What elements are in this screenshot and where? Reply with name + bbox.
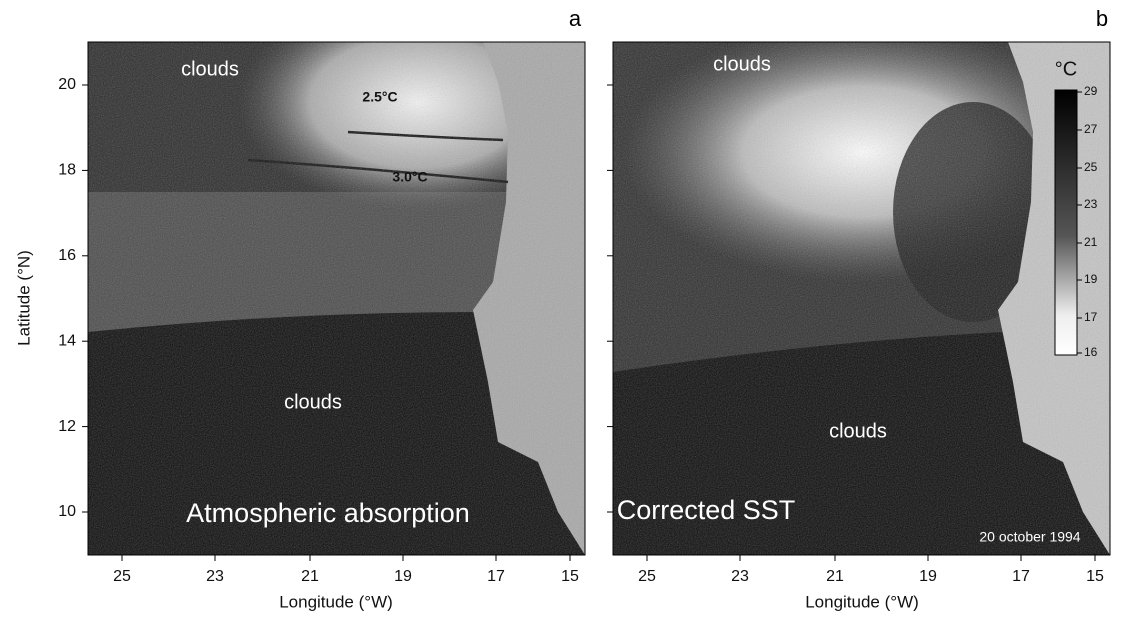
x-tick-label: 15 [561,568,579,585]
x-tick-label: 23 [731,568,749,585]
colorbar [1055,90,1077,355]
panel-letter: a [569,6,582,31]
y-tick-label: 18 [58,162,76,179]
y-tick-label: 16 [58,247,76,264]
x-tick-label: 15 [1086,568,1104,585]
y-tick-label: 12 [58,418,76,435]
x-tick-label: 23 [206,568,224,585]
y-tick-label: 20 [58,76,76,93]
x-tick-label: 19 [394,568,412,585]
x-tick-label: 19 [919,568,937,585]
annotation: clouds [284,391,342,413]
annotation: clouds [713,53,771,75]
colorbar-tick-label: 29 [1084,84,1098,98]
x-axis-label: Longitude (°W) [805,592,919,611]
x-axis-label: Longitude (°W) [279,592,393,611]
contour-label: 2.5°C [362,89,397,105]
colorbar-tick-label: 27 [1084,122,1098,136]
figure: a clouds clouds 2.5°C 3.0°C Atmospheric … [0,0,1130,617]
colorbar-tick-label: 17 [1084,310,1098,324]
panel-image [613,22,1110,555]
annotation: clouds [829,420,887,442]
colorbar-tick-label: 21 [1084,235,1098,249]
panel-image [88,0,598,555]
x-tick-label: 25 [113,568,131,585]
contour-label: 3.0°C [392,169,427,185]
panel-letter: b [1096,6,1108,31]
annotation: clouds [181,58,239,80]
x-tick-label: 17 [1012,568,1030,585]
colorbar-tick-label: 16 [1084,345,1098,359]
date-label: 20 october 1994 [979,529,1080,545]
panel-label: Atmospheric absorption [186,498,470,528]
y-axis-label: Latitude (°N) [14,250,33,346]
x-tick-label: 25 [638,568,656,585]
x-tick-label: 21 [826,568,844,585]
panel-label: Corrected SST [617,495,796,525]
colorbar-tick-label: 23 [1084,197,1098,211]
colorbar-tick-label: 19 [1084,272,1098,286]
colorbar-tick-label: 25 [1084,160,1098,174]
x-tick-label: 21 [301,568,319,585]
y-tick-label: 10 [58,503,76,520]
x-tick-label: 17 [487,568,505,585]
y-tick-label: 14 [58,332,76,349]
colorbar-unit: °C [1055,58,1077,80]
